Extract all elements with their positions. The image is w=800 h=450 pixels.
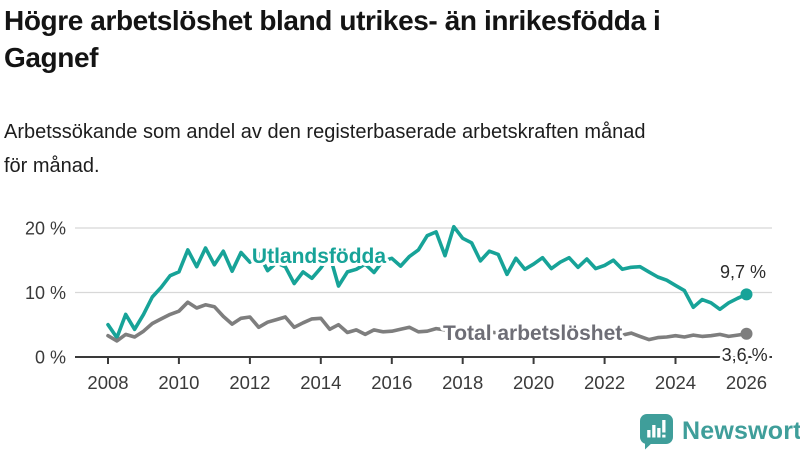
series-line-utlandsf-dda — [106, 224, 749, 340]
page-subtitle: Arbetssökande som andel av den registerb… — [4, 121, 646, 177]
newsworthy-logo[interactable]: Newsworthy — [640, 413, 800, 449]
x-axis-tick-label: 2008 — [87, 372, 128, 393]
x-axis-tick-label: 2026 — [726, 372, 767, 393]
newsworthy-logo-text: Newsworthy — [682, 416, 800, 445]
series-end-dot-utlandsf-dda — [740, 288, 753, 301]
page-title: Högre arbetslöshet bland utrikes- än inr… — [4, 5, 661, 73]
x-axis-tick-label: 2020 — [513, 372, 554, 393]
x-axis-tick-label: 2018 — [442, 372, 483, 393]
x-axis-tick-label: 2024 — [655, 372, 696, 393]
x-axis-tick-label: 2012 — [229, 372, 270, 393]
series-end-dot-total-arbetsl-shet — [740, 327, 753, 340]
bar-chart-speech-bubble-icon — [640, 413, 673, 449]
y-axis-tick-label: 0 % — [35, 348, 66, 368]
x-axis-tick-label: 2010 — [158, 372, 199, 393]
end-value-label: 3,6 % — [722, 345, 768, 365]
y-axis-tick-label: 20 % — [25, 219, 66, 239]
series-label: Total arbetslöshet — [443, 322, 622, 345]
x-axis-tick-label: 2016 — [371, 372, 412, 393]
y-axis-tick-label: 10 % — [25, 283, 66, 303]
end-value-label: 9,7 % — [720, 262, 766, 282]
series-label: Utlandsfödda — [252, 245, 386, 268]
series-line-total-arbetsl-shet — [106, 300, 749, 343]
unemployment-line-chart: 0 % 10 % 20 % 2008 2010 2012 2014 2016 2018 2020 2… — [25, 219, 772, 393]
x-axis-tick-label: 2014 — [300, 372, 341, 393]
x-axis-tick-label: 2022 — [584, 372, 625, 393]
